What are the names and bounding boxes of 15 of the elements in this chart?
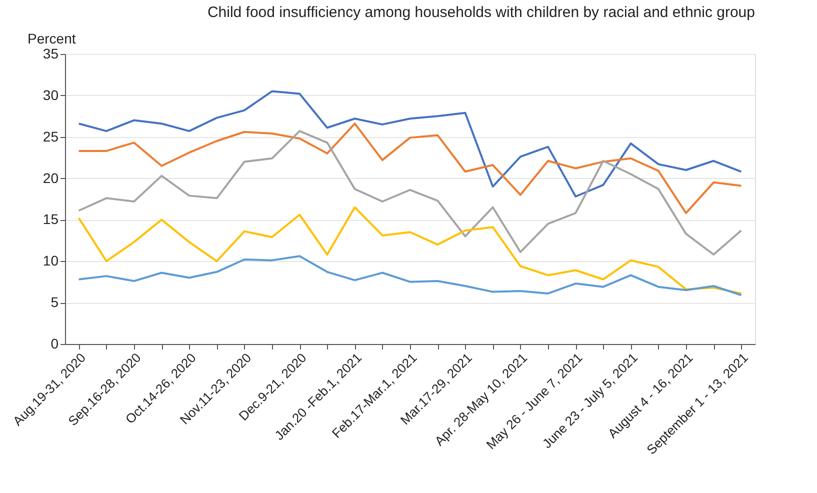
line-series bbox=[78, 130, 742, 256]
y-tick-label: 15 bbox=[42, 211, 59, 228]
chart-title: Child food insufficiency among households with children by racial and ethnic group bbox=[207, 4, 755, 21]
line-series bbox=[78, 206, 742, 294]
line-series bbox=[78, 255, 742, 296]
y-tick-label: 20 bbox=[42, 170, 59, 186]
y-axis-title: Percent bbox=[28, 30, 76, 46]
y-tick-label: 10 bbox=[42, 252, 59, 269]
line-series bbox=[78, 122, 742, 214]
y-tick-label: 5 bbox=[50, 294, 59, 310]
y-tick-label: 35 bbox=[42, 46, 59, 62]
y-tick-label: 25 bbox=[42, 128, 59, 144]
y-tick-label: 0 bbox=[50, 336, 59, 352]
line-series bbox=[78, 90, 742, 198]
y-tick-label: 30 bbox=[42, 86, 59, 103]
